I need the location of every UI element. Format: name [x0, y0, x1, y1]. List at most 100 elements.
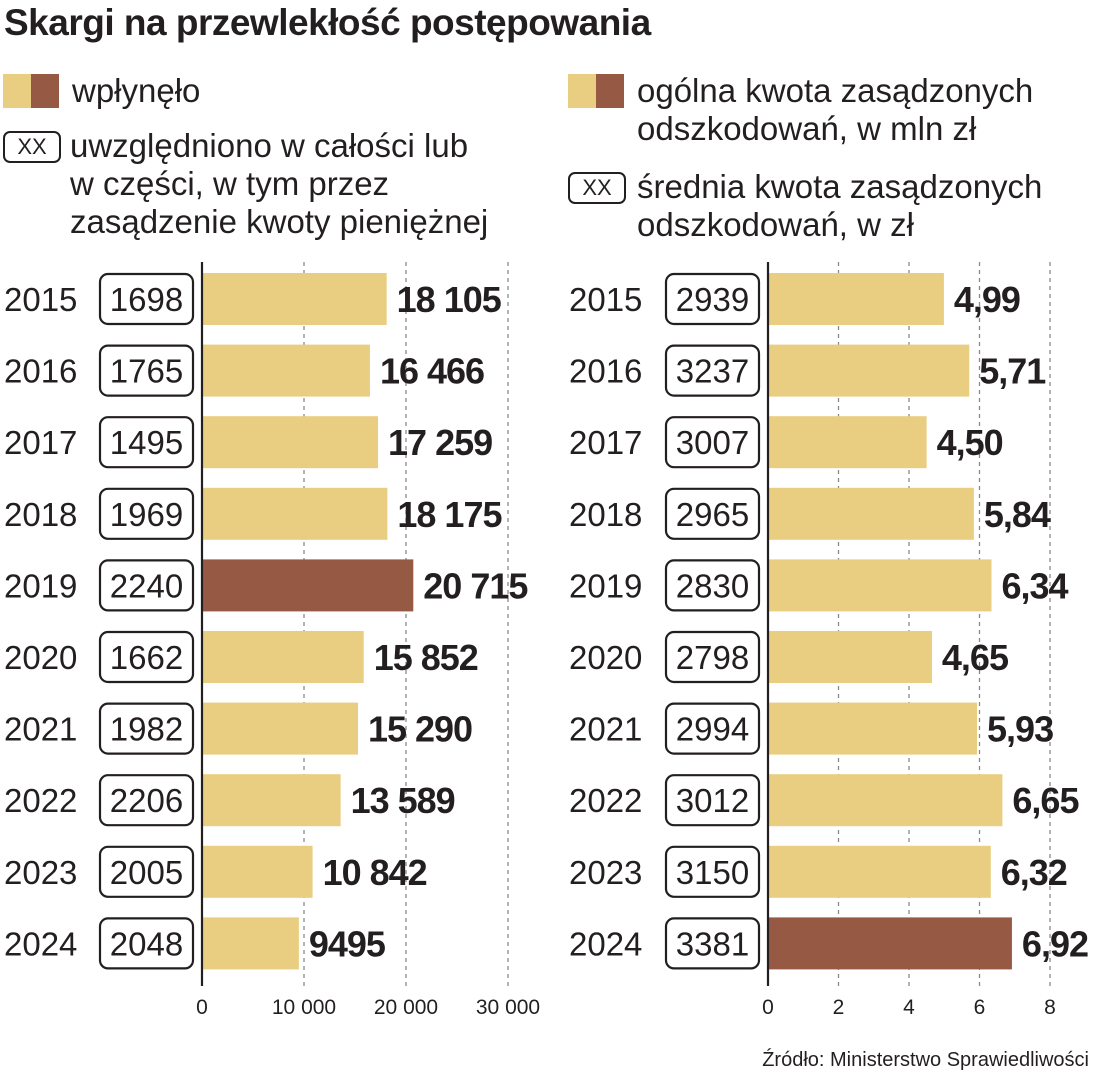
bar-0-5 [202, 631, 364, 683]
year-label-1-9: 2024 [569, 925, 642, 962]
bar-0-4 [202, 559, 414, 612]
value-box-1-2 [664, 416, 761, 469]
value-label-1-4: 6,34 [1001, 565, 1068, 606]
value-box-0-5 [98, 630, 195, 684]
tick-label-1-2: 4 [903, 996, 915, 1019]
value-box-1-8 [664, 845, 761, 898]
box-value-0-2: 1495 [110, 424, 183, 461]
bar-1-5 [768, 631, 932, 683]
value-label-0-9: 9495 [309, 923, 386, 964]
box-value-0-6: 1982 [110, 711, 183, 748]
value-box-0-2 [98, 416, 195, 469]
box-value-1-1: 3237 [676, 353, 749, 390]
value-label-0-3: 18 175 [397, 494, 502, 535]
bar-1-9 [768, 917, 1012, 970]
legend-swatch-highlight [31, 74, 59, 108]
value-box-0-3 [98, 487, 195, 540]
value-label-0-6: 15 290 [368, 709, 472, 750]
value-box-0-7 [98, 774, 195, 827]
value-box-0-6 [98, 702, 195, 755]
value-label-0-2: 17 259 [388, 422, 492, 463]
year-label-0-8: 2023 [4, 854, 77, 891]
value-label-1-7: 6,65 [1012, 780, 1079, 821]
value-label-1-2: 4,50 [937, 422, 1003, 463]
bar-1-4 [768, 559, 992, 612]
year-label-1-5: 2020 [569, 639, 642, 676]
year-label-0-2: 2017 [4, 424, 77, 461]
tick-label-0-3: 30 000 [476, 996, 540, 1019]
legend-left-box-line-2: w części, w tym przez [70, 165, 390, 202]
box-value-1-9: 3381 [676, 925, 749, 962]
value-box-0-9 [98, 917, 195, 970]
value-box-1-3 [664, 487, 761, 540]
legend-swatch-regular-right [568, 74, 596, 108]
value-box-1-0 [664, 272, 761, 326]
tick-label-1-3: 6 [974, 996, 986, 1019]
legend-right-box-line-2: odszkodowań, w zł [637, 206, 914, 243]
box-value-0-7: 2206 [110, 782, 183, 819]
value-label-0-4: 20 715 [423, 565, 528, 606]
year-label-0-4: 2019 [4, 567, 77, 604]
value-box-0-8 [98, 845, 195, 898]
value-label-1-0: 4,99 [954, 279, 1020, 320]
year-label-1-2: 2017 [569, 424, 642, 461]
value-label-1-9: 6,92 [1022, 923, 1088, 964]
year-label-1-7: 2022 [569, 782, 642, 819]
chart-title: Skargi na przewlekłość postępowania [4, 2, 651, 43]
box-value-1-2: 3007 [676, 424, 749, 461]
bar-0-7 [202, 774, 341, 827]
box-value-0-8: 2005 [110, 854, 183, 891]
box-value-0-0: 1698 [110, 281, 183, 318]
year-label-0-6: 2021 [4, 711, 77, 748]
legend-right-box-sample: XX [568, 172, 626, 204]
box-value-1-4: 2830 [676, 567, 749, 604]
bar-0-2 [202, 416, 379, 469]
year-label-0-1: 2016 [4, 353, 77, 390]
bar-0-9 [202, 917, 299, 970]
legend-right-bar-line-1: ogólna kwota zasądzonych [637, 72, 1034, 109]
tick-label-1-0: 0 [762, 996, 774, 1019]
box-value-0-5: 1662 [110, 639, 183, 676]
year-label-0-5: 2020 [4, 639, 77, 676]
year-label-1-8: 2023 [569, 854, 642, 891]
bar-0-6 [202, 702, 358, 755]
value-label-1-3: 5,84 [984, 494, 1051, 535]
box-value-1-3: 2965 [676, 496, 749, 533]
bar-1-2 [768, 416, 927, 469]
value-box-0-0 [98, 272, 195, 326]
value-label-0-1: 16 466 [380, 351, 484, 392]
year-label-0-9: 2024 [4, 925, 77, 962]
value-box-1-6 [664, 702, 761, 755]
box-value-0-1: 1765 [110, 353, 183, 390]
year-label-1-0: 2015 [569, 281, 642, 318]
box-value-0-9: 2048 [110, 925, 183, 962]
legend-left-bar-label: wpłynęło [72, 72, 201, 109]
value-label-1-5: 4,65 [942, 637, 1009, 678]
bar-0-1 [202, 344, 370, 397]
value-label-0-0: 18 105 [397, 279, 502, 320]
value-label-0-8: 10 842 [323, 852, 427, 893]
box-value-1-6: 2994 [676, 711, 749, 748]
legend-left-box-line-1: uwzględniono w całości lub [70, 127, 469, 164]
tick-label-1-4: 8 [1044, 996, 1056, 1019]
value-box-1-4 [664, 559, 761, 612]
value-box-1-5 [664, 630, 761, 684]
tick-label-0-0: 0 [196, 996, 208, 1019]
value-box-1-7 [664, 774, 761, 827]
year-label-0-7: 2022 [4, 782, 77, 819]
bar-0-0 [202, 273, 387, 325]
tick-label-1-1: 2 [833, 996, 845, 1019]
value-label-1-8: 6,32 [1001, 852, 1067, 893]
box-value-0-3: 1969 [110, 496, 183, 533]
legend-swatch-regular [3, 74, 31, 108]
bar-0-8 [202, 845, 313, 898]
value-box-0-1 [98, 344, 195, 397]
value-label-0-5: 15 852 [374, 637, 478, 678]
box-value-1-7: 3012 [676, 782, 749, 819]
bar-1-8 [768, 845, 991, 898]
box-value-1-8: 3150 [676, 854, 749, 891]
source-note: Źródło: Ministerstwo Sprawiedliwości [762, 1049, 1089, 1071]
year-label-0-0: 2015 [4, 281, 77, 318]
legend-right-bar-line-2: odszkodowań, w mln zł [637, 110, 977, 147]
